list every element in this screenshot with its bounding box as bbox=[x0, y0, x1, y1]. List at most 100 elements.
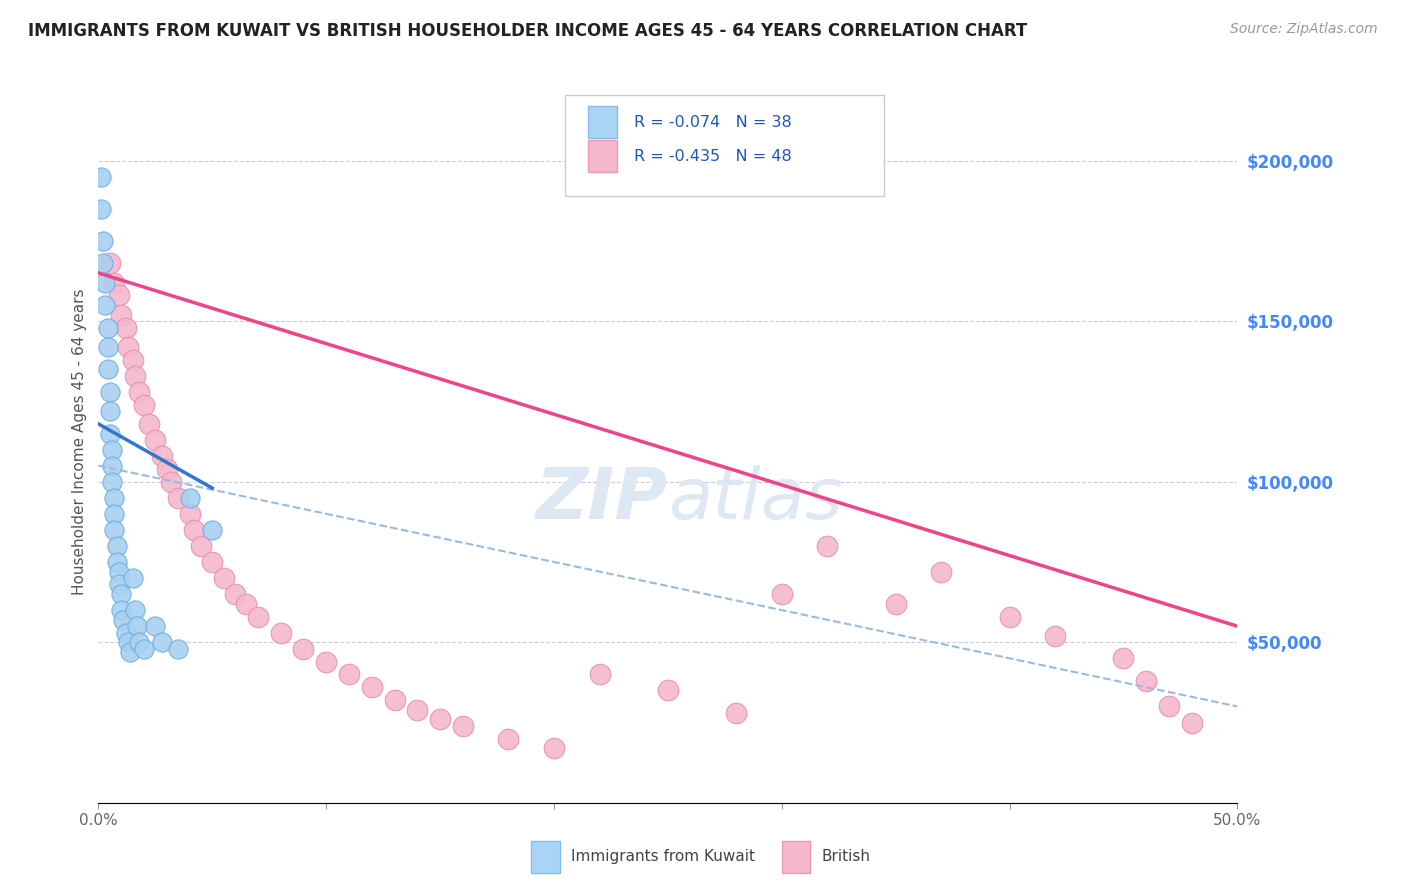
Point bbox=[105, 555, 128, 569]
Point bbox=[103, 491, 125, 505]
FancyBboxPatch shape bbox=[782, 841, 810, 873]
FancyBboxPatch shape bbox=[565, 95, 884, 196]
Point bbox=[235, 597, 257, 611]
Point bbox=[145, 619, 167, 633]
Y-axis label: Householder Income Ages 45 - 64 years: Householder Income Ages 45 - 64 years bbox=[72, 288, 87, 595]
Point bbox=[98, 426, 121, 441]
Point bbox=[127, 619, 149, 633]
Point bbox=[105, 539, 128, 553]
Point bbox=[1112, 651, 1135, 665]
Point bbox=[815, 539, 838, 553]
Point bbox=[246, 609, 269, 624]
Point bbox=[201, 523, 224, 537]
Text: atlas: atlas bbox=[668, 465, 842, 533]
Text: R = -0.435   N = 48: R = -0.435 N = 48 bbox=[634, 149, 792, 163]
Point bbox=[91, 234, 114, 248]
Point bbox=[108, 577, 131, 591]
Point bbox=[315, 655, 337, 669]
Point bbox=[124, 603, 146, 617]
Point bbox=[498, 731, 520, 746]
Point bbox=[657, 683, 679, 698]
Point bbox=[101, 458, 124, 473]
Point bbox=[150, 635, 173, 649]
Point bbox=[132, 641, 155, 656]
Point bbox=[384, 693, 406, 707]
Point bbox=[117, 635, 139, 649]
Text: IMMIGRANTS FROM KUWAIT VS BRITISH HOUSEHOLDER INCOME AGES 45 - 64 YEARS CORRELAT: IMMIGRANTS FROM KUWAIT VS BRITISH HOUSEH… bbox=[28, 22, 1028, 40]
Point bbox=[156, 462, 179, 476]
Point bbox=[929, 565, 952, 579]
Point bbox=[160, 475, 183, 489]
Point bbox=[360, 680, 382, 694]
FancyBboxPatch shape bbox=[588, 140, 617, 172]
FancyBboxPatch shape bbox=[588, 106, 617, 138]
Point bbox=[201, 555, 224, 569]
Point bbox=[292, 641, 315, 656]
Point bbox=[103, 507, 125, 521]
Point bbox=[138, 417, 160, 431]
Point bbox=[406, 703, 429, 717]
Point bbox=[337, 667, 360, 681]
Point bbox=[90, 169, 112, 184]
Point bbox=[150, 449, 173, 463]
Point bbox=[1157, 699, 1180, 714]
Point bbox=[94, 298, 117, 312]
Text: ZIP: ZIP bbox=[536, 465, 668, 533]
Text: Source: ZipAtlas.com: Source: ZipAtlas.com bbox=[1230, 22, 1378, 37]
Point bbox=[110, 587, 132, 601]
Point bbox=[167, 491, 190, 505]
Point bbox=[121, 352, 143, 367]
Point bbox=[120, 645, 142, 659]
Point bbox=[179, 507, 201, 521]
Point bbox=[224, 587, 246, 601]
Point bbox=[124, 368, 146, 383]
Point bbox=[91, 256, 114, 270]
Point bbox=[101, 442, 124, 457]
Point bbox=[96, 320, 118, 334]
Point bbox=[1181, 715, 1204, 730]
Point bbox=[96, 362, 118, 376]
Point bbox=[110, 308, 132, 322]
Point bbox=[212, 571, 235, 585]
Point bbox=[110, 603, 132, 617]
Point bbox=[121, 571, 143, 585]
Point bbox=[112, 613, 135, 627]
FancyBboxPatch shape bbox=[531, 841, 560, 873]
Point bbox=[190, 539, 212, 553]
Point bbox=[117, 340, 139, 354]
Point bbox=[98, 404, 121, 418]
Text: R = -0.074   N = 38: R = -0.074 N = 38 bbox=[634, 115, 792, 129]
Point bbox=[770, 587, 793, 601]
Point bbox=[179, 491, 201, 505]
Point bbox=[588, 667, 610, 681]
Point bbox=[101, 475, 124, 489]
Point bbox=[108, 288, 131, 302]
Point bbox=[103, 523, 125, 537]
Point bbox=[128, 384, 150, 399]
Text: Immigrants from Kuwait: Immigrants from Kuwait bbox=[571, 849, 755, 864]
Point bbox=[103, 276, 125, 290]
Point bbox=[114, 625, 136, 640]
Point bbox=[132, 398, 155, 412]
Point bbox=[1135, 673, 1157, 688]
Point bbox=[884, 597, 907, 611]
Point bbox=[94, 276, 117, 290]
Point bbox=[270, 625, 292, 640]
Point bbox=[96, 340, 118, 354]
Text: British: British bbox=[821, 849, 870, 864]
Point bbox=[429, 712, 451, 726]
Point bbox=[167, 641, 190, 656]
Point bbox=[90, 202, 112, 216]
Point bbox=[128, 635, 150, 649]
Point bbox=[145, 433, 167, 447]
Point bbox=[108, 565, 131, 579]
Point bbox=[725, 706, 748, 720]
Point bbox=[1043, 629, 1066, 643]
Point bbox=[451, 719, 474, 733]
Point bbox=[543, 741, 565, 756]
Point bbox=[98, 256, 121, 270]
Point bbox=[998, 609, 1021, 624]
Point bbox=[114, 320, 136, 334]
Point bbox=[98, 384, 121, 399]
Point bbox=[183, 523, 205, 537]
